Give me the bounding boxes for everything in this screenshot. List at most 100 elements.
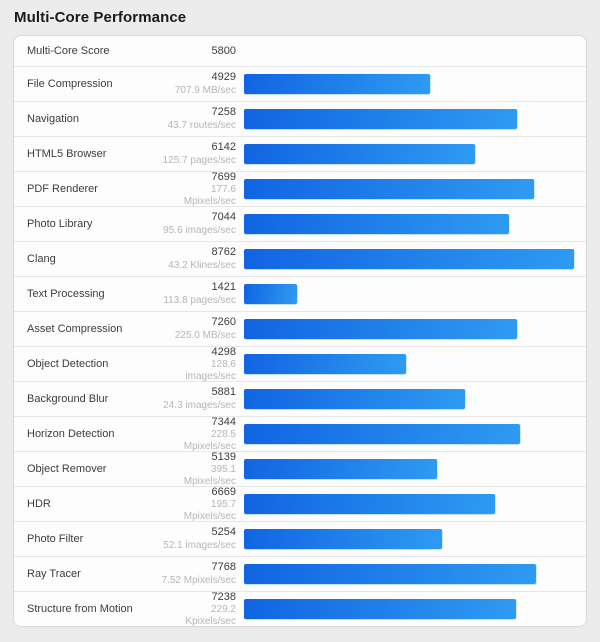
- benchmark-row: Ray Tracer 7768 7.52 Mpixels/sec: [14, 556, 586, 591]
- benchmark-rate: 395.1 Mpixels/sec: [183, 464, 236, 487]
- benchmark-rate: 52.1 images/sec: [163, 540, 236, 552]
- benchmark-score: 4298: [211, 345, 236, 358]
- benchmark-bar-track: [244, 41, 579, 61]
- benchmark-name: Multi-Core Score: [27, 45, 110, 57]
- benchmark-row: Object Remover 5139 395.1 Mpixels/sec: [14, 451, 586, 488]
- benchmark-rate: 7.52 Mpixels/sec: [161, 575, 236, 587]
- score-box: 7044 95.6 images/sec: [161, 211, 236, 236]
- benchmark-name: Asset Compression: [27, 323, 123, 335]
- benchmark-row: Multi-Core Score 5800: [14, 36, 586, 66]
- benchmark-row: Background Blur 5881 24.3 images/sec: [14, 381, 586, 416]
- benchmark-score: 7344: [211, 415, 236, 428]
- benchmark-bar: [244, 389, 466, 409]
- benchmark-row: PDF Renderer 7699 177.6 Mpixels/sec: [14, 171, 586, 208]
- benchmark-bar: [244, 564, 537, 584]
- benchmark-score: 7699: [211, 170, 236, 183]
- score-box: 7260 225.0 MB/sec: [161, 316, 236, 341]
- benchmark-bar: [244, 144, 476, 164]
- benchmark-row: Navigation 7258 43.7 routes/sec: [14, 101, 586, 136]
- benchmark-row: HTML5 Browser 6142 125.7 pages/sec: [14, 136, 586, 171]
- benchmark-bar: [244, 319, 518, 339]
- benchmark-name: Object Detection: [27, 358, 109, 370]
- score-box: 7238 229.2 Kpixels/sec: [161, 590, 236, 627]
- benchmark-rate: 228.5 Mpixels/sec: [183, 429, 236, 452]
- benchmark-bar: [244, 599, 517, 619]
- benchmark-score: 6669: [211, 485, 236, 498]
- score-box: 4298 128.6 images/sec: [161, 346, 236, 383]
- benchmark-name: Object Remover: [27, 463, 107, 475]
- benchmark-row: File Compression 4929 707.9 MB/sec: [14, 66, 586, 101]
- score-box: 7344 228.5 Mpixels/sec: [161, 416, 236, 453]
- benchmark-bar: [244, 109, 518, 129]
- benchmark-bar-track: [244, 459, 579, 479]
- benchmark-row: Structure from Motion 7238 229.2 Kpixels…: [14, 591, 586, 626]
- benchmark-rows: Multi-Core Score 5800 File Compression 4…: [14, 36, 586, 626]
- benchmark-row: Asset Compression 7260 225.0 MB/sec: [14, 311, 586, 346]
- benchmark-score: 7768: [211, 561, 236, 574]
- score-box: 8762 43.2 Klines/sec: [161, 246, 236, 271]
- benchmark-bar: [244, 179, 534, 199]
- benchmark-bar-track: [244, 354, 579, 374]
- benchmark-rate: 43.2 Klines/sec: [168, 260, 236, 272]
- benchmark-rate: 95.6 images/sec: [163, 225, 236, 237]
- benchmark-score: 4929: [211, 71, 236, 84]
- page-title: Multi-Core Performance: [14, 9, 187, 26]
- benchmark-rate: 24.3 images/sec: [163, 400, 236, 412]
- benchmark-rate: 177.6 Mpixels/sec: [183, 184, 236, 207]
- benchmark-bar: [244, 74, 430, 94]
- benchmark-rate: 225.0 MB/sec: [174, 330, 236, 342]
- benchmark-bar-track: [244, 109, 579, 129]
- benchmark-name: Horizon Detection: [27, 428, 115, 440]
- benchmark-name: Photo Filter: [27, 533, 84, 545]
- benchmark-bar-track: [244, 494, 579, 514]
- benchmark-results-panel: Multi-Core Score 5800 File Compression 4…: [13, 35, 587, 627]
- benchmark-bar-track: [244, 319, 579, 339]
- benchmark-bar-track: [244, 249, 579, 269]
- benchmark-name: Clang: [27, 253, 56, 265]
- benchmark-bar-track: [244, 389, 579, 409]
- benchmark-rate: 125.7 pages/sec: [162, 155, 236, 167]
- benchmark-bar-track: [244, 179, 579, 199]
- benchmark-rate: 707.9 MB/sec: [174, 85, 236, 97]
- score-box: 5139 395.1 Mpixels/sec: [161, 451, 236, 488]
- benchmark-row: HDR 6669 195.7 Mpixels/sec: [14, 486, 586, 523]
- benchmark-bar: [244, 249, 574, 269]
- benchmark-bar-track: [244, 144, 579, 164]
- benchmark-name: Photo Library: [27, 218, 93, 230]
- benchmark-score: 7238: [211, 590, 236, 603]
- score-box: 4929 707.9 MB/sec: [161, 71, 236, 96]
- benchmark-row: Object Detection 4298 128.6 images/sec: [14, 346, 586, 383]
- benchmark-rate: 195.7 Mpixels/sec: [183, 499, 236, 522]
- benchmark-row: Horizon Detection 7344 228.5 Mpixels/sec: [14, 416, 586, 453]
- benchmark-rate: 128.6 images/sec: [185, 359, 236, 382]
- score-box: 5881 24.3 images/sec: [161, 386, 236, 411]
- benchmark-score: 6142: [211, 141, 236, 154]
- score-box: 7699 177.6 Mpixels/sec: [161, 171, 236, 208]
- score-box: 1421 113.8 pages/sec: [161, 281, 236, 306]
- benchmark-row: Photo Library 7044 95.6 images/sec: [14, 206, 586, 241]
- benchmark-row: Text Processing 1421 113.8 pages/sec: [14, 276, 586, 311]
- benchmark-bar: [244, 529, 442, 549]
- benchmark-bar-track: [244, 424, 579, 444]
- benchmark-bar-track: [244, 74, 579, 94]
- benchmark-row: Photo Filter 5254 52.1 images/sec: [14, 521, 586, 556]
- benchmark-name: Structure from Motion: [27, 603, 133, 615]
- benchmark-rate: 113.8 pages/sec: [163, 295, 236, 307]
- benchmark-row: Clang 8762 43.2 Klines/sec: [14, 241, 586, 276]
- benchmark-score: 5139: [211, 450, 236, 463]
- benchmark-bar: [244, 354, 406, 374]
- score-box: 7768 7.52 Mpixels/sec: [161, 561, 236, 586]
- score-box: 6669 195.7 Mpixels/sec: [161, 486, 236, 523]
- benchmark-name: Navigation: [27, 113, 79, 125]
- benchmark-rate: 229.2 Kpixels/sec: [185, 604, 236, 627]
- benchmark-score: 7258: [211, 106, 236, 119]
- score-box: 6142 125.7 pages/sec: [161, 141, 236, 166]
- benchmark-name: File Compression: [27, 78, 113, 90]
- benchmark-bar: [244, 214, 510, 234]
- score-box: 7258 43.7 routes/sec: [161, 106, 236, 131]
- benchmark-bar: [244, 284, 298, 304]
- benchmark-bar-track: [244, 284, 579, 304]
- benchmark-name: HTML5 Browser: [27, 148, 107, 160]
- benchmark-score: 1421: [211, 281, 236, 294]
- benchmark-rate: 43.7 routes/sec: [167, 120, 236, 132]
